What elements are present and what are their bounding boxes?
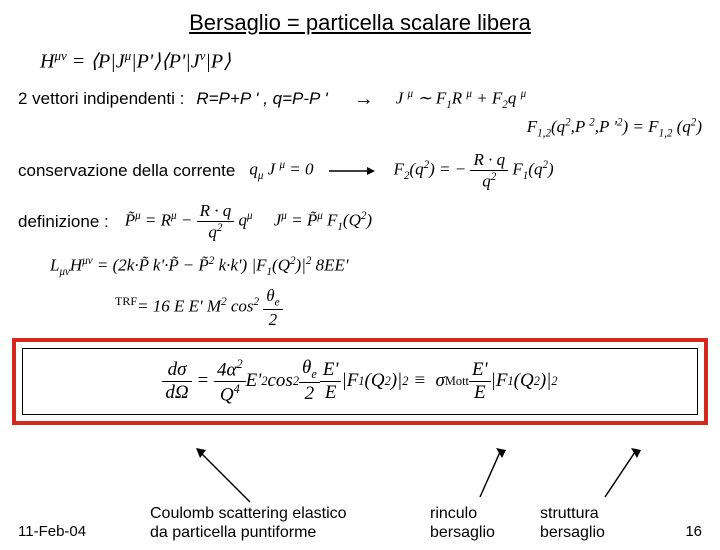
vettori-label: 2 vettori indipendenti : bbox=[18, 89, 184, 109]
annot-coulomb: Coulomb scattering elastico da particell… bbox=[150, 504, 350, 542]
def-eq: P̃μ = Rμ − R · qq2 qμ Jμ = P̃μ F1(Q2) bbox=[125, 201, 372, 243]
conserv-label: conservazione della corrente bbox=[18, 161, 235, 181]
def-label: definizione : bbox=[18, 212, 109, 232]
eq-Hmunu: Hμν = ⟨P|Jμ|P'⟩⟨P'|Jν|P⟩ bbox=[40, 48, 702, 74]
eq-cross-section: dσdΩ = 4α2Q4 E'2 cos2 θe2 E'E |F1(Q2)|2 … bbox=[22, 348, 698, 416]
line-vettori: 2 vettori indipendenti : R=P+P ' , q=P-P… bbox=[18, 88, 702, 111]
line-definizione: definizione : P̃μ = Rμ − R · qq2 qμ Jμ =… bbox=[18, 201, 702, 243]
annot-struttura: struttura bersaglio bbox=[540, 504, 620, 542]
eq-LH: LμνHμν = (2k·P̃ k'·P̃ − P̃2 k·k') |F1(Q2… bbox=[50, 255, 702, 278]
arrow-1: → bbox=[354, 88, 374, 111]
arrow-icon bbox=[327, 163, 377, 179]
slide-date: 11-Feb-04 bbox=[18, 523, 86, 540]
F2-eq: F2(q2) = − R · qq2 F1(q2) bbox=[393, 150, 553, 192]
page-number: 16 bbox=[685, 523, 702, 540]
F12-relation: F1,2(q2,P 2,P '2) = F1,2 (q2) bbox=[527, 117, 702, 136]
conserv-eq: qμ J μ = 0 bbox=[249, 159, 313, 182]
vettori-eq: R=P+P ' , q=P-P ' bbox=[196, 89, 327, 109]
page-title: Bersaglio = particella scalare libera bbox=[0, 10, 720, 36]
line-conservazione: conservazione della corrente qμ J μ = 0 … bbox=[18, 150, 702, 192]
line-F12: F1,2(q2,P 2,P '2) = F1,2 (q2) bbox=[18, 117, 702, 140]
annotation-block: Coulomb scattering elastico da particell… bbox=[150, 504, 620, 542]
annot-rinculo: rinculo bersaglio bbox=[430, 504, 510, 542]
J-relation: J μ ∼ F1R μ + F2q μ bbox=[396, 88, 526, 111]
highlight-box: dσdΩ = 4α2Q4 E'2 cos2 θe2 E'E |F1(Q2)|2 … bbox=[12, 338, 708, 426]
eq-TRF: TRF= 16 E E' M2 cos2 θe2 bbox=[115, 286, 702, 329]
